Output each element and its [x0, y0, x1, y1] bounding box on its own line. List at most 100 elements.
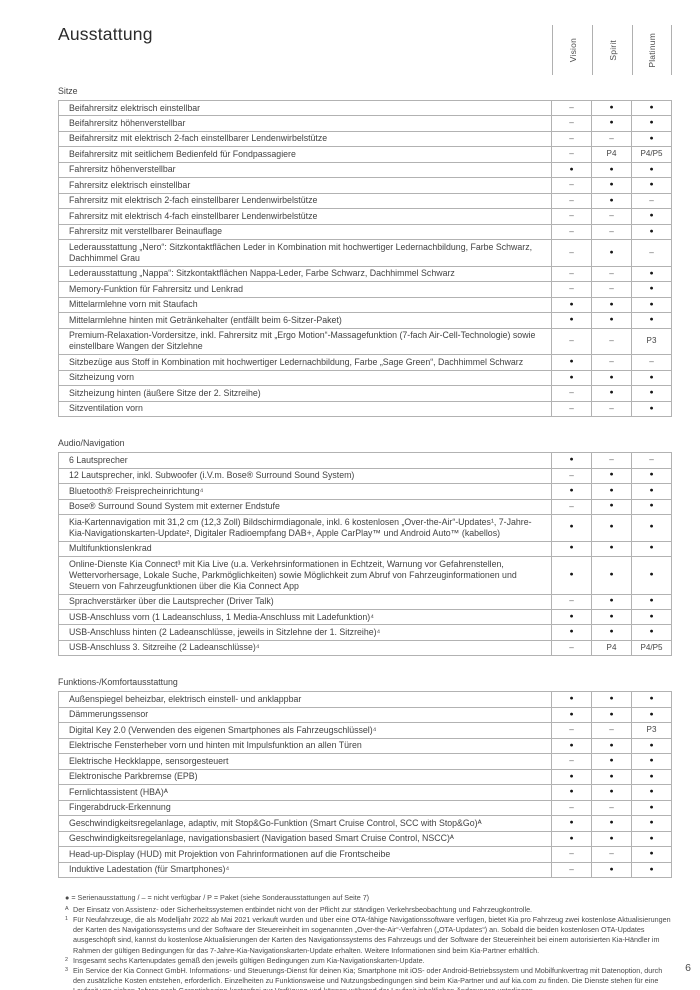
feature-row: USB-Anschluss hinten (2 Ladeanschlüsse, …	[58, 624, 672, 641]
value-platinum: ●	[631, 208, 672, 225]
value-spirit: –	[591, 452, 632, 469]
feature-row: Fahrersitz mit elektrisch 4-fach einstel…	[58, 208, 672, 225]
value-vision: ●	[551, 514, 592, 542]
feature-row: Kia-Kartennavigation mit 31,2 cm (12,3 Z…	[58, 514, 672, 542]
feature-row: Fahrersitz mit verstellbarer Beinauflage…	[58, 223, 672, 241]
value-vision: ●	[551, 608, 592, 626]
section-title: Sitze	[58, 86, 78, 96]
value-spirit: –	[591, 354, 632, 371]
value-spirit: ●	[591, 514, 632, 542]
value-platinum: ●	[631, 784, 672, 801]
feature-label: Bose® Surround Sound System mit externer…	[58, 498, 552, 516]
footnote-text: Ein Service der Kia Connect GmbH. Inform…	[73, 966, 663, 990]
feature-label: Geschwindigkeitsregelanlage, navigations…	[58, 830, 552, 848]
value-vision: –	[551, 192, 592, 210]
value-platinum: ●	[631, 768, 672, 786]
value-vision: ●	[551, 624, 592, 641]
feature-row: Beifahrersitz elektrisch einstellbar – ● ●	[58, 99, 672, 117]
column-header-spirit: Spirit	[592, 25, 632, 75]
column-label-spirit: Spirit	[607, 39, 618, 61]
value-spirit: ●	[591, 691, 632, 708]
feature-row: Bose® Surround Sound System mit externer…	[58, 498, 672, 516]
feature-row: Fahrersitz elektrisch einstellbar – ● ●	[58, 177, 672, 194]
feature-row: 6 Lautsprecher ● – –	[58, 452, 672, 469]
value-spirit: –	[591, 327, 632, 356]
value-vision: –	[551, 265, 592, 283]
feature-row: Digital Key 2.0 (Verwenden des eigenen S…	[58, 722, 672, 739]
value-vision: –	[551, 146, 592, 163]
value-spirit: ●	[591, 99, 632, 117]
value-spirit: ●	[591, 706, 632, 724]
notes-block: ● = Serienausstattung / – = nicht verfüg…	[58, 893, 672, 990]
feature-table: Außenspiegel beheizbar, elektrisch einst…	[58, 691, 672, 879]
value-platinum: ●	[631, 514, 672, 542]
feature-row: Geschwindigkeitsregelanlage, adaptiv, mi…	[58, 815, 672, 832]
feature-row: Dämmerungssensor ● ● ●	[58, 706, 672, 724]
footnote-text: Für Neufahrzeuge, die als Modelljahr 202…	[73, 914, 671, 955]
feature-label: Außenspiegel beheizbar, elektrisch einst…	[58, 691, 552, 708]
feature-label: Memory-Funktion für Fahrersitz und Lenkr…	[58, 281, 552, 298]
value-spirit: –	[591, 799, 632, 817]
value-spirit: P4	[591, 146, 632, 163]
feature-row: Mittelarmlehne vorn mit Staufach ● ● ●	[58, 296, 672, 314]
feature-row: Außenspiegel beheizbar, elektrisch einst…	[58, 691, 672, 708]
feature-label: USB-Anschluss hinten (2 Ladeanschlüsse, …	[58, 624, 552, 641]
feature-table: 6 Lautsprecher ● – –12 Lautsprecher, inkl. …	[58, 452, 672, 657]
footnote-text: Der Einsatz von Assistenz- oder Sicherhe…	[73, 904, 533, 914]
feature-label: Dämmerungssensor	[58, 706, 552, 724]
feature-row: Fernlichtassistent (HBA)ᴬ ● ● ●	[58, 784, 672, 801]
value-spirit: ●	[591, 540, 632, 558]
value-platinum: ●	[631, 385, 672, 402]
feature-label: Beifahrersitz höhenverstellbar	[58, 115, 552, 132]
trim-column-headers: Vision Spirit Platinum	[552, 25, 672, 75]
value-platinum: ●	[631, 483, 672, 500]
value-vision: –	[551, 281, 592, 298]
value-spirit: –	[591, 281, 632, 298]
feature-label: 12 Lautsprecher, inkl. Subwoofer (i.V.m.…	[58, 467, 552, 485]
value-vision: –	[551, 239, 592, 267]
footnote-1: 1 Für Neufahrzeuge, die als Modelljahr 20…	[65, 915, 672, 956]
value-platinum: ●	[631, 861, 672, 879]
footnotes: A Der Einsatz von Assistenz- oder Sicherh…	[65, 905, 672, 990]
feature-row: Elektrische Fensterheber vorn und hinten…	[58, 737, 672, 755]
value-platinum: ●	[631, 312, 672, 329]
footnote-marker: A	[65, 905, 69, 912]
footnote-marker: 3	[65, 967, 68, 974]
value-spirit: –	[591, 400, 632, 418]
value-platinum: ●	[631, 556, 672, 595]
value-vision: –	[551, 753, 592, 770]
value-vision: ●	[551, 784, 592, 801]
feature-row: Elektrische Heckklappe, sensorgesteuert –…	[58, 753, 672, 770]
value-spirit: –	[591, 223, 632, 241]
value-spirit: ●	[591, 369, 632, 387]
value-platinum: ●	[631, 223, 672, 241]
value-platinum: ●	[631, 737, 672, 755]
legend: ● = Serienausstattung / – = nicht verfüg…	[65, 893, 370, 903]
feature-label: Sitzheizung hinten (äußere Sitze der 2. …	[58, 385, 552, 402]
feature-row: USB-Anschluss vorn (1 Ladeanschluss, 1 M…	[58, 608, 672, 626]
value-vision: ●	[551, 296, 592, 314]
value-spirit: ●	[591, 556, 632, 595]
column-label-platinum: Platinum	[647, 32, 657, 68]
section-title: Funktions-/Komfortausstattung	[58, 677, 178, 688]
value-platinum: ●	[631, 281, 672, 298]
value-vision: ●	[551, 452, 592, 469]
value-vision: ●	[551, 556, 592, 595]
value-spirit: ●	[591, 861, 632, 879]
feature-label: 6 Lautsprecher	[58, 452, 552, 469]
value-spirit: ●	[591, 161, 632, 179]
value-spirit: ●	[591, 784, 632, 801]
value-spirit: ●	[591, 115, 632, 132]
feature-row: Online-Dienste Kia Connect³ mit Kia Live…	[58, 556, 672, 595]
section-funktions-komfortausstattung: Funktions-/Komfortausstattung Außenspiege…	[58, 677, 672, 879]
feature-row: Geschwindigkeitsregelanlage, navigations…	[58, 830, 672, 848]
column-header-vision: Vision	[552, 25, 592, 75]
feature-row: Bluetooth® Freisprecheinrichtung⁴ ● ● ●	[58, 483, 672, 500]
feature-row: Lederausstattung „Nero“: Sitzkontaktfläc…	[58, 239, 672, 267]
value-spirit: ●	[591, 498, 632, 516]
value-spirit: ●	[591, 239, 632, 267]
value-spirit: ●	[591, 177, 632, 194]
value-platinum: P3	[631, 722, 672, 739]
value-spirit: ●	[591, 467, 632, 485]
value-platinum: P4/P5	[631, 639, 672, 657]
